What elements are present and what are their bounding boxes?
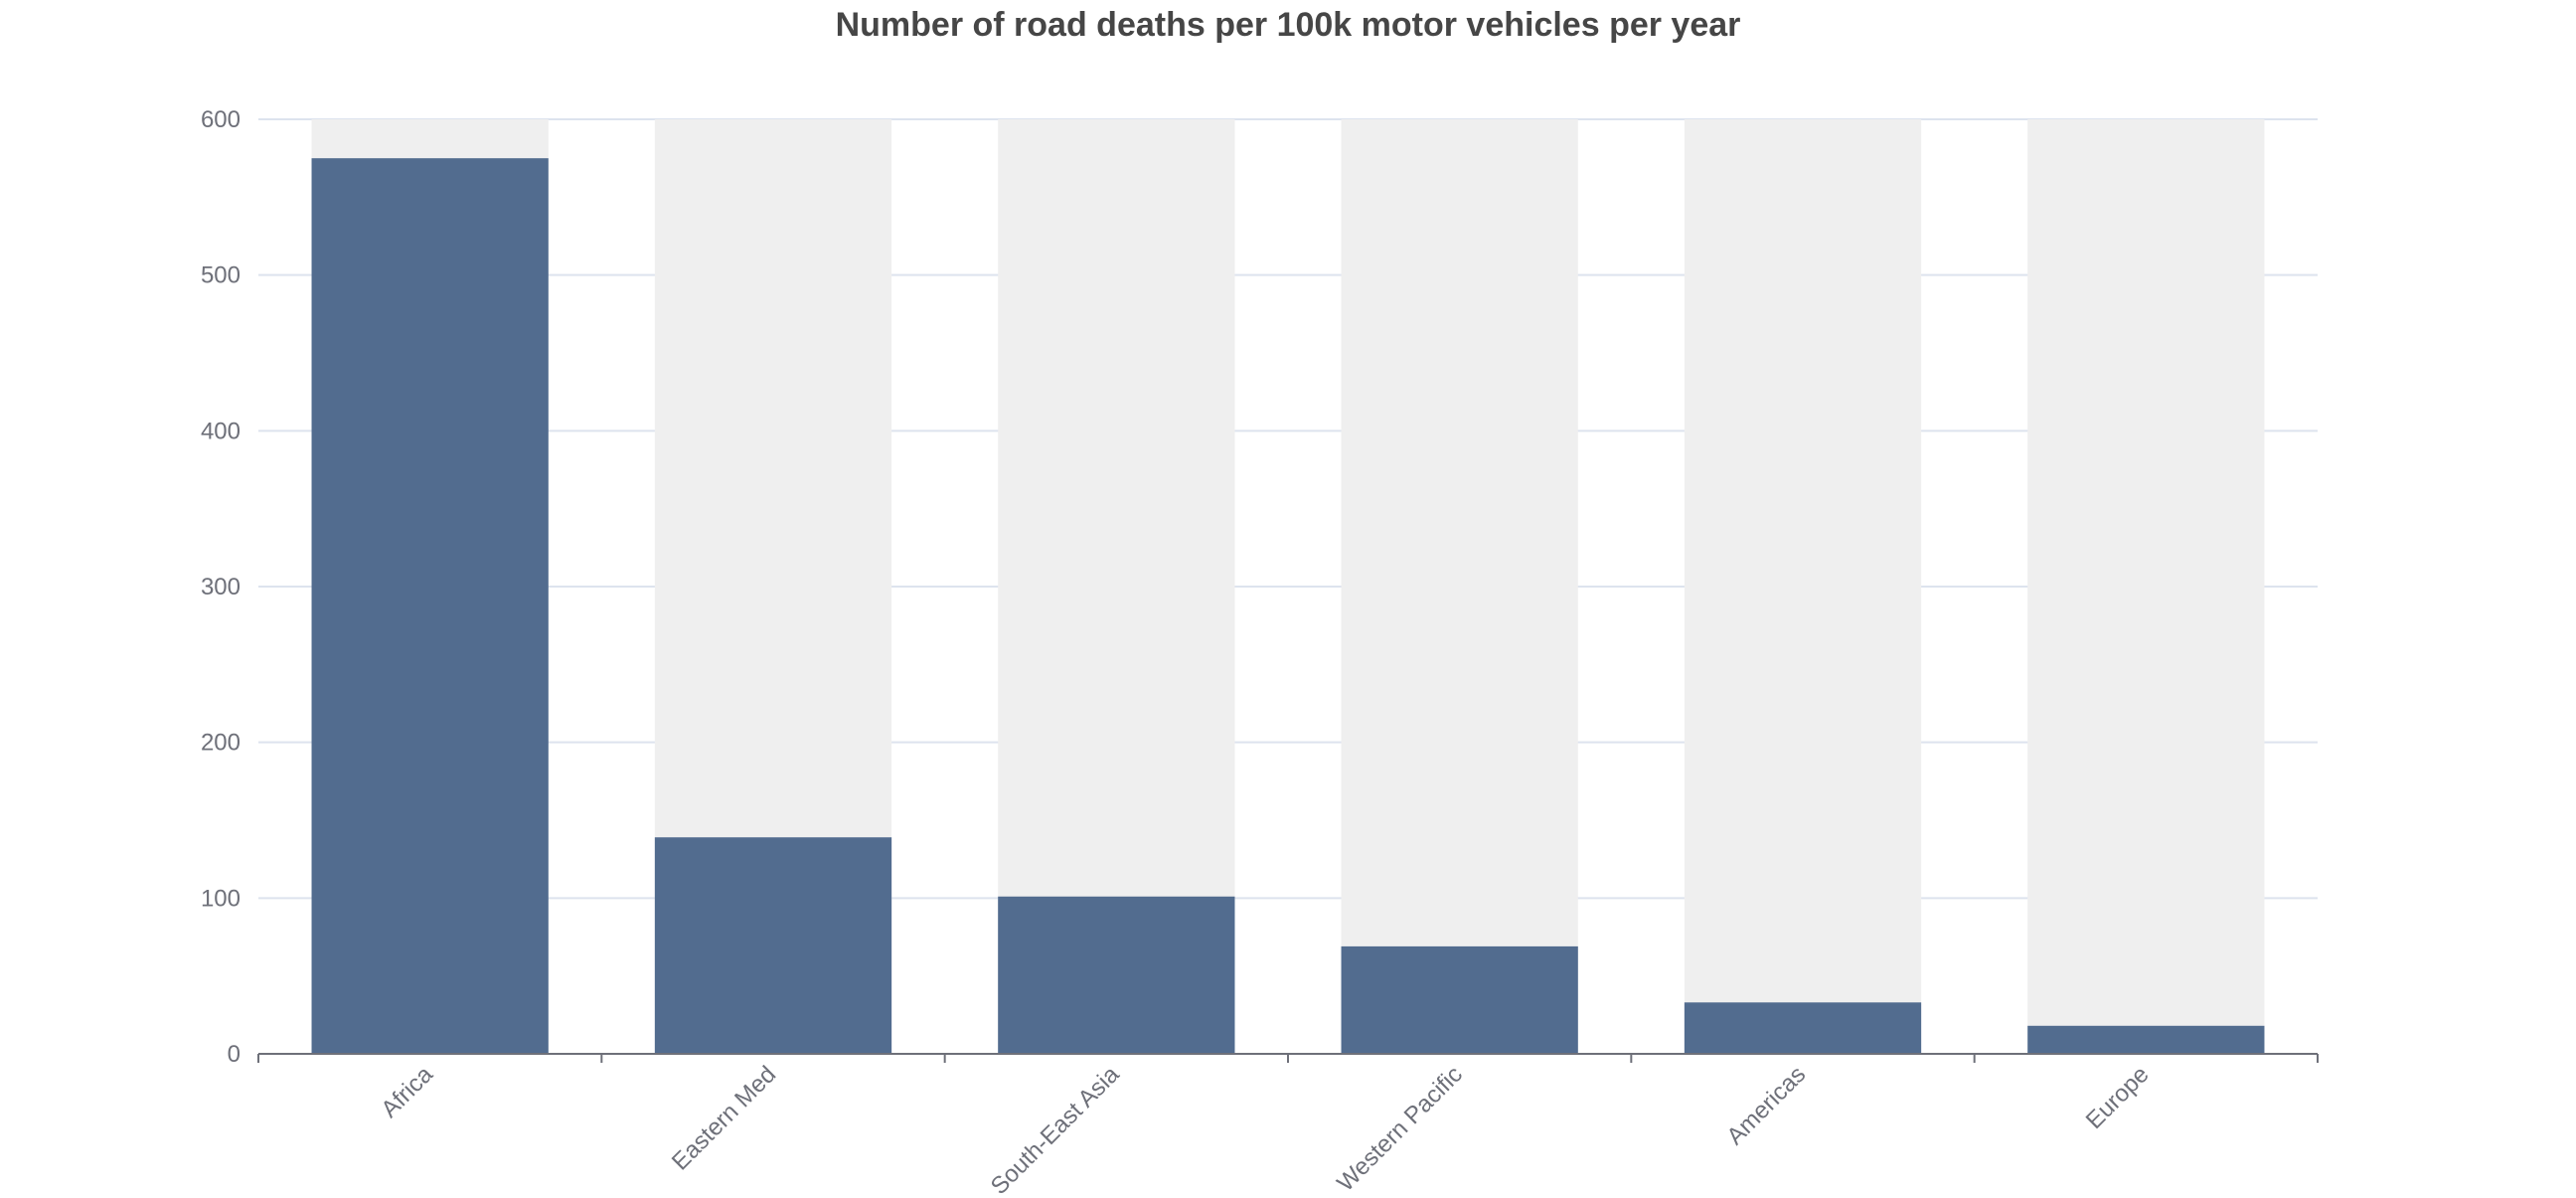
x-axis: Africa Eastern Med South-East Asia Western … xyxy=(257,1053,2319,1198)
y-tick-label: 500 xyxy=(201,262,241,289)
x-tick-label: Western Pacific xyxy=(1332,1061,1468,1193)
bar-eastern-med xyxy=(654,837,892,1054)
x-tick-label: Africa xyxy=(376,1061,438,1123)
bar-western-pacific xyxy=(1341,945,1578,1054)
bar-europe xyxy=(2027,1025,2265,1054)
y-tick-label: 0 xyxy=(228,1041,241,1068)
bar-americas xyxy=(1684,1002,1922,1054)
bar-africa xyxy=(311,158,549,1054)
bars xyxy=(311,158,2265,1054)
x-tick-label: South-East Asia xyxy=(986,1061,1125,1193)
y-tick-label: 300 xyxy=(201,574,241,600)
background-bar xyxy=(1684,119,1922,1054)
y-tick-label: 600 xyxy=(201,106,241,133)
x-tick-label: Americas xyxy=(1721,1061,1811,1150)
y-tick-label: 100 xyxy=(201,885,241,912)
y-axis-ticks: 0 100 200 300 400 500 600 xyxy=(201,106,241,1068)
background-bar xyxy=(2027,119,2265,1054)
x-tick-label: Europe xyxy=(2081,1061,2155,1134)
chart-title: Number of road deaths per 100k motor veh… xyxy=(836,6,1741,44)
grid-lines xyxy=(258,118,2318,900)
x-tick-label: Eastern Med xyxy=(667,1061,781,1175)
background-bar xyxy=(1341,119,1578,1054)
y-tick-label: 400 xyxy=(201,418,241,444)
bar-south-east-asia xyxy=(998,896,1235,1054)
y-tick-label: 200 xyxy=(201,730,241,757)
